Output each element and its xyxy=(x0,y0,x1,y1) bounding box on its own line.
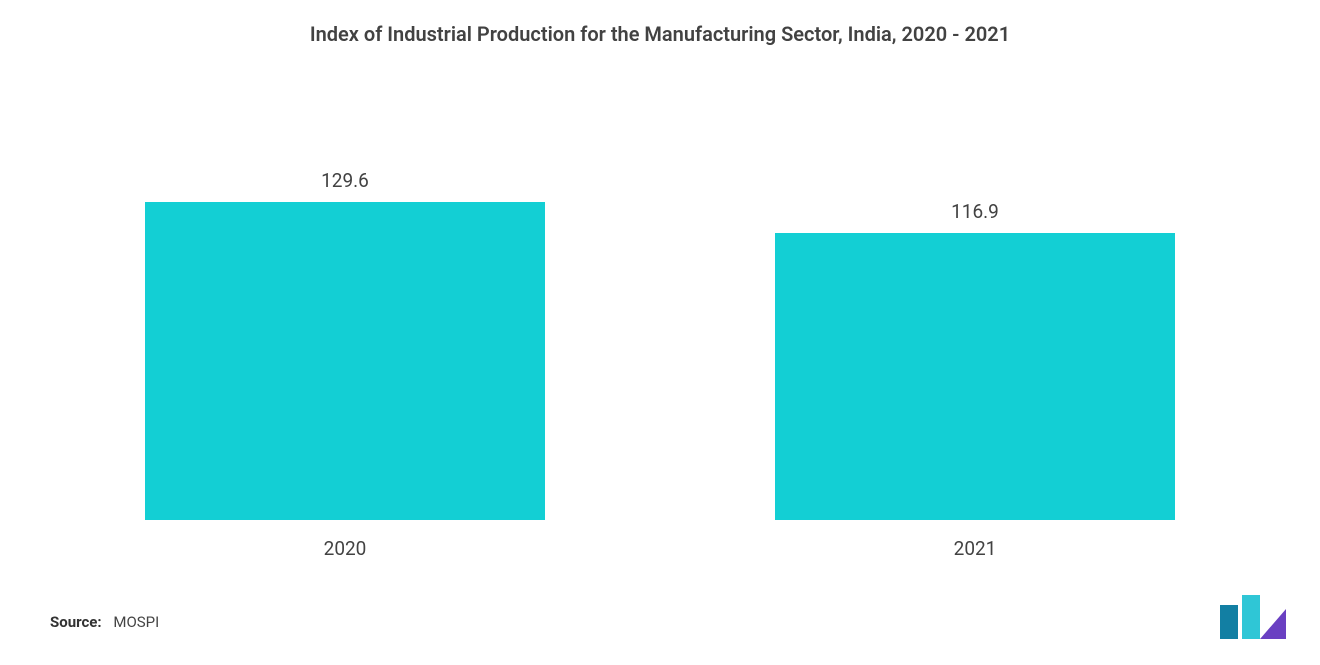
bar-value-label: 116.9 xyxy=(951,200,999,223)
x-axis-label: 2021 xyxy=(775,537,1175,560)
source-label: Source: xyxy=(50,613,102,631)
bar-group: 116.9 xyxy=(775,200,1175,520)
x-axis-labels: 2020 2021 xyxy=(0,537,1320,560)
bars-row: 129.6 116.9 xyxy=(0,80,1320,520)
chart-title: Index of Industrial Production for the M… xyxy=(0,22,1320,46)
bar-value-label: 129.6 xyxy=(321,169,369,192)
source-line: Source: MOSPI xyxy=(50,613,159,631)
bar xyxy=(145,202,545,520)
brand-logo-icon xyxy=(1220,595,1286,643)
bar xyxy=(775,233,1175,520)
plot-area: 129.6 116.9 2020 2021 xyxy=(0,80,1320,560)
x-axis-label: 2020 xyxy=(145,537,545,560)
bar-group: 129.6 xyxy=(145,169,545,520)
chart-container: Index of Industrial Production for the M… xyxy=(0,0,1320,665)
source-text: MOSPI xyxy=(113,613,159,631)
